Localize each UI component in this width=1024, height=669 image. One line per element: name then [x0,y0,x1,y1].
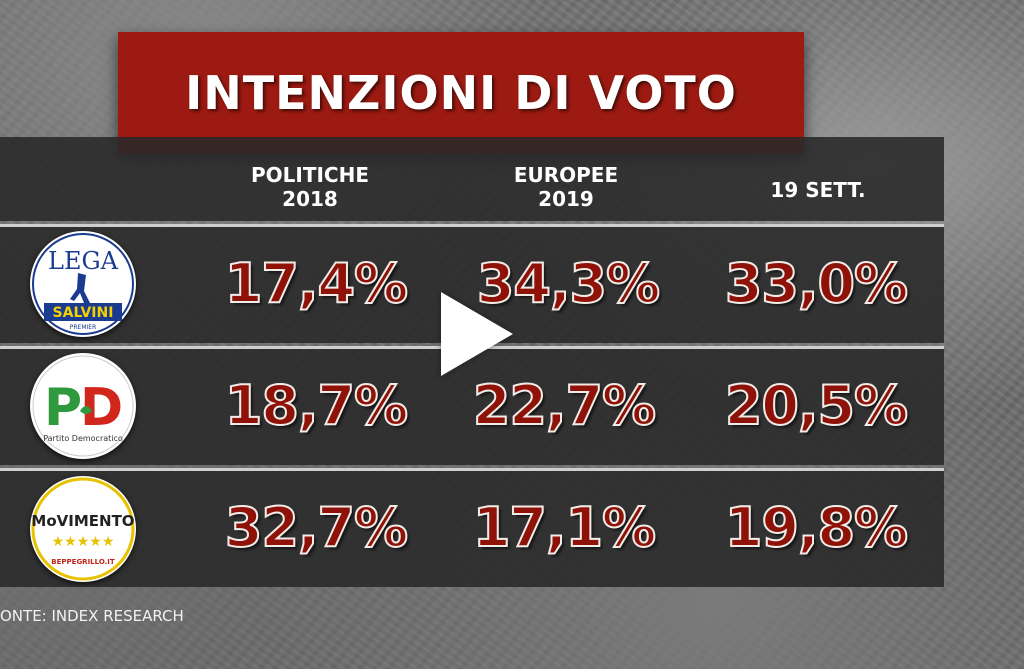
svg-text:MoVIMENTO: MoVIMENTO [31,512,134,530]
value-lega-sett: 33,0% [724,251,909,316]
pd-logo-icon: P D Partito Democratico [32,355,134,457]
svg-text:★★★★★: ★★★★★ [52,534,115,550]
svg-text:Partito Democratico: Partito Democratico [43,434,123,443]
column-header-band [0,137,944,221]
value-pd-2019: 22,7% [472,373,657,438]
column-header-line1: EUROPEE [513,163,619,187]
value-pd-sett: 20,5% [724,373,909,438]
row-band-m5s [0,468,944,587]
title-banner: INTENZIONI DI VOTO [118,32,804,154]
value-m5s-2018: 32,7% [224,495,409,560]
source-label: ONTE: INDEX RESEARCH [0,607,184,625]
column-header-line2: 2019 [538,187,594,211]
column-header-line1: POLITICHE [250,163,369,187]
value-m5s-2019: 17,1% [472,495,657,560]
column-header-line2: 2018 [282,187,338,211]
lega-logo: LEGA SALVINI PREMIER [30,231,136,337]
value-pd-2018: 18,7% [224,373,409,438]
svg-text:PREMIER: PREMIER [70,324,96,331]
play-icon[interactable] [441,292,513,376]
svg-text:SALVINI: SALVINI [53,305,114,321]
m5s-logo: MoVIMENTO ★★★★★ BEPPEGRILLO.IT [30,476,136,582]
column-header-europee-2019: EUROPEE 2019 [466,163,666,211]
m5s-logo-icon: MoVIMENTO ★★★★★ BEPPEGRILLO.IT [31,477,135,581]
value-lega-2018: 17,4% [224,251,409,316]
column-header-politiche-2018: POLITICHE 2018 [210,163,410,211]
pd-logo: P D Partito Democratico [30,353,136,459]
chart-title: INTENZIONI DI VOTO [185,66,737,120]
svg-text:P: P [44,378,82,438]
lega-logo-icon: LEGA SALVINI PREMIER [32,233,134,335]
column-header-19-sett: 19 SETT. [718,178,918,202]
value-m5s-sett: 19,8% [724,495,909,560]
svg-text:BEPPEGRILLO.IT: BEPPEGRILLO.IT [51,558,115,566]
column-header-line1: 19 SETT. [770,178,866,202]
svg-text:LEGA: LEGA [48,247,119,275]
